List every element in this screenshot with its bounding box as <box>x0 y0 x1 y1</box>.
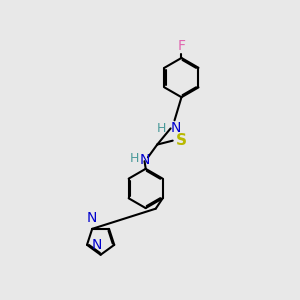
Text: F: F <box>178 39 185 53</box>
Text: S: S <box>176 133 187 148</box>
Text: N: N <box>87 211 98 225</box>
Text: N: N <box>170 122 181 135</box>
Text: N: N <box>139 153 150 166</box>
Text: N: N <box>92 238 103 252</box>
Text: H: H <box>129 152 139 165</box>
Text: H: H <box>156 122 166 135</box>
